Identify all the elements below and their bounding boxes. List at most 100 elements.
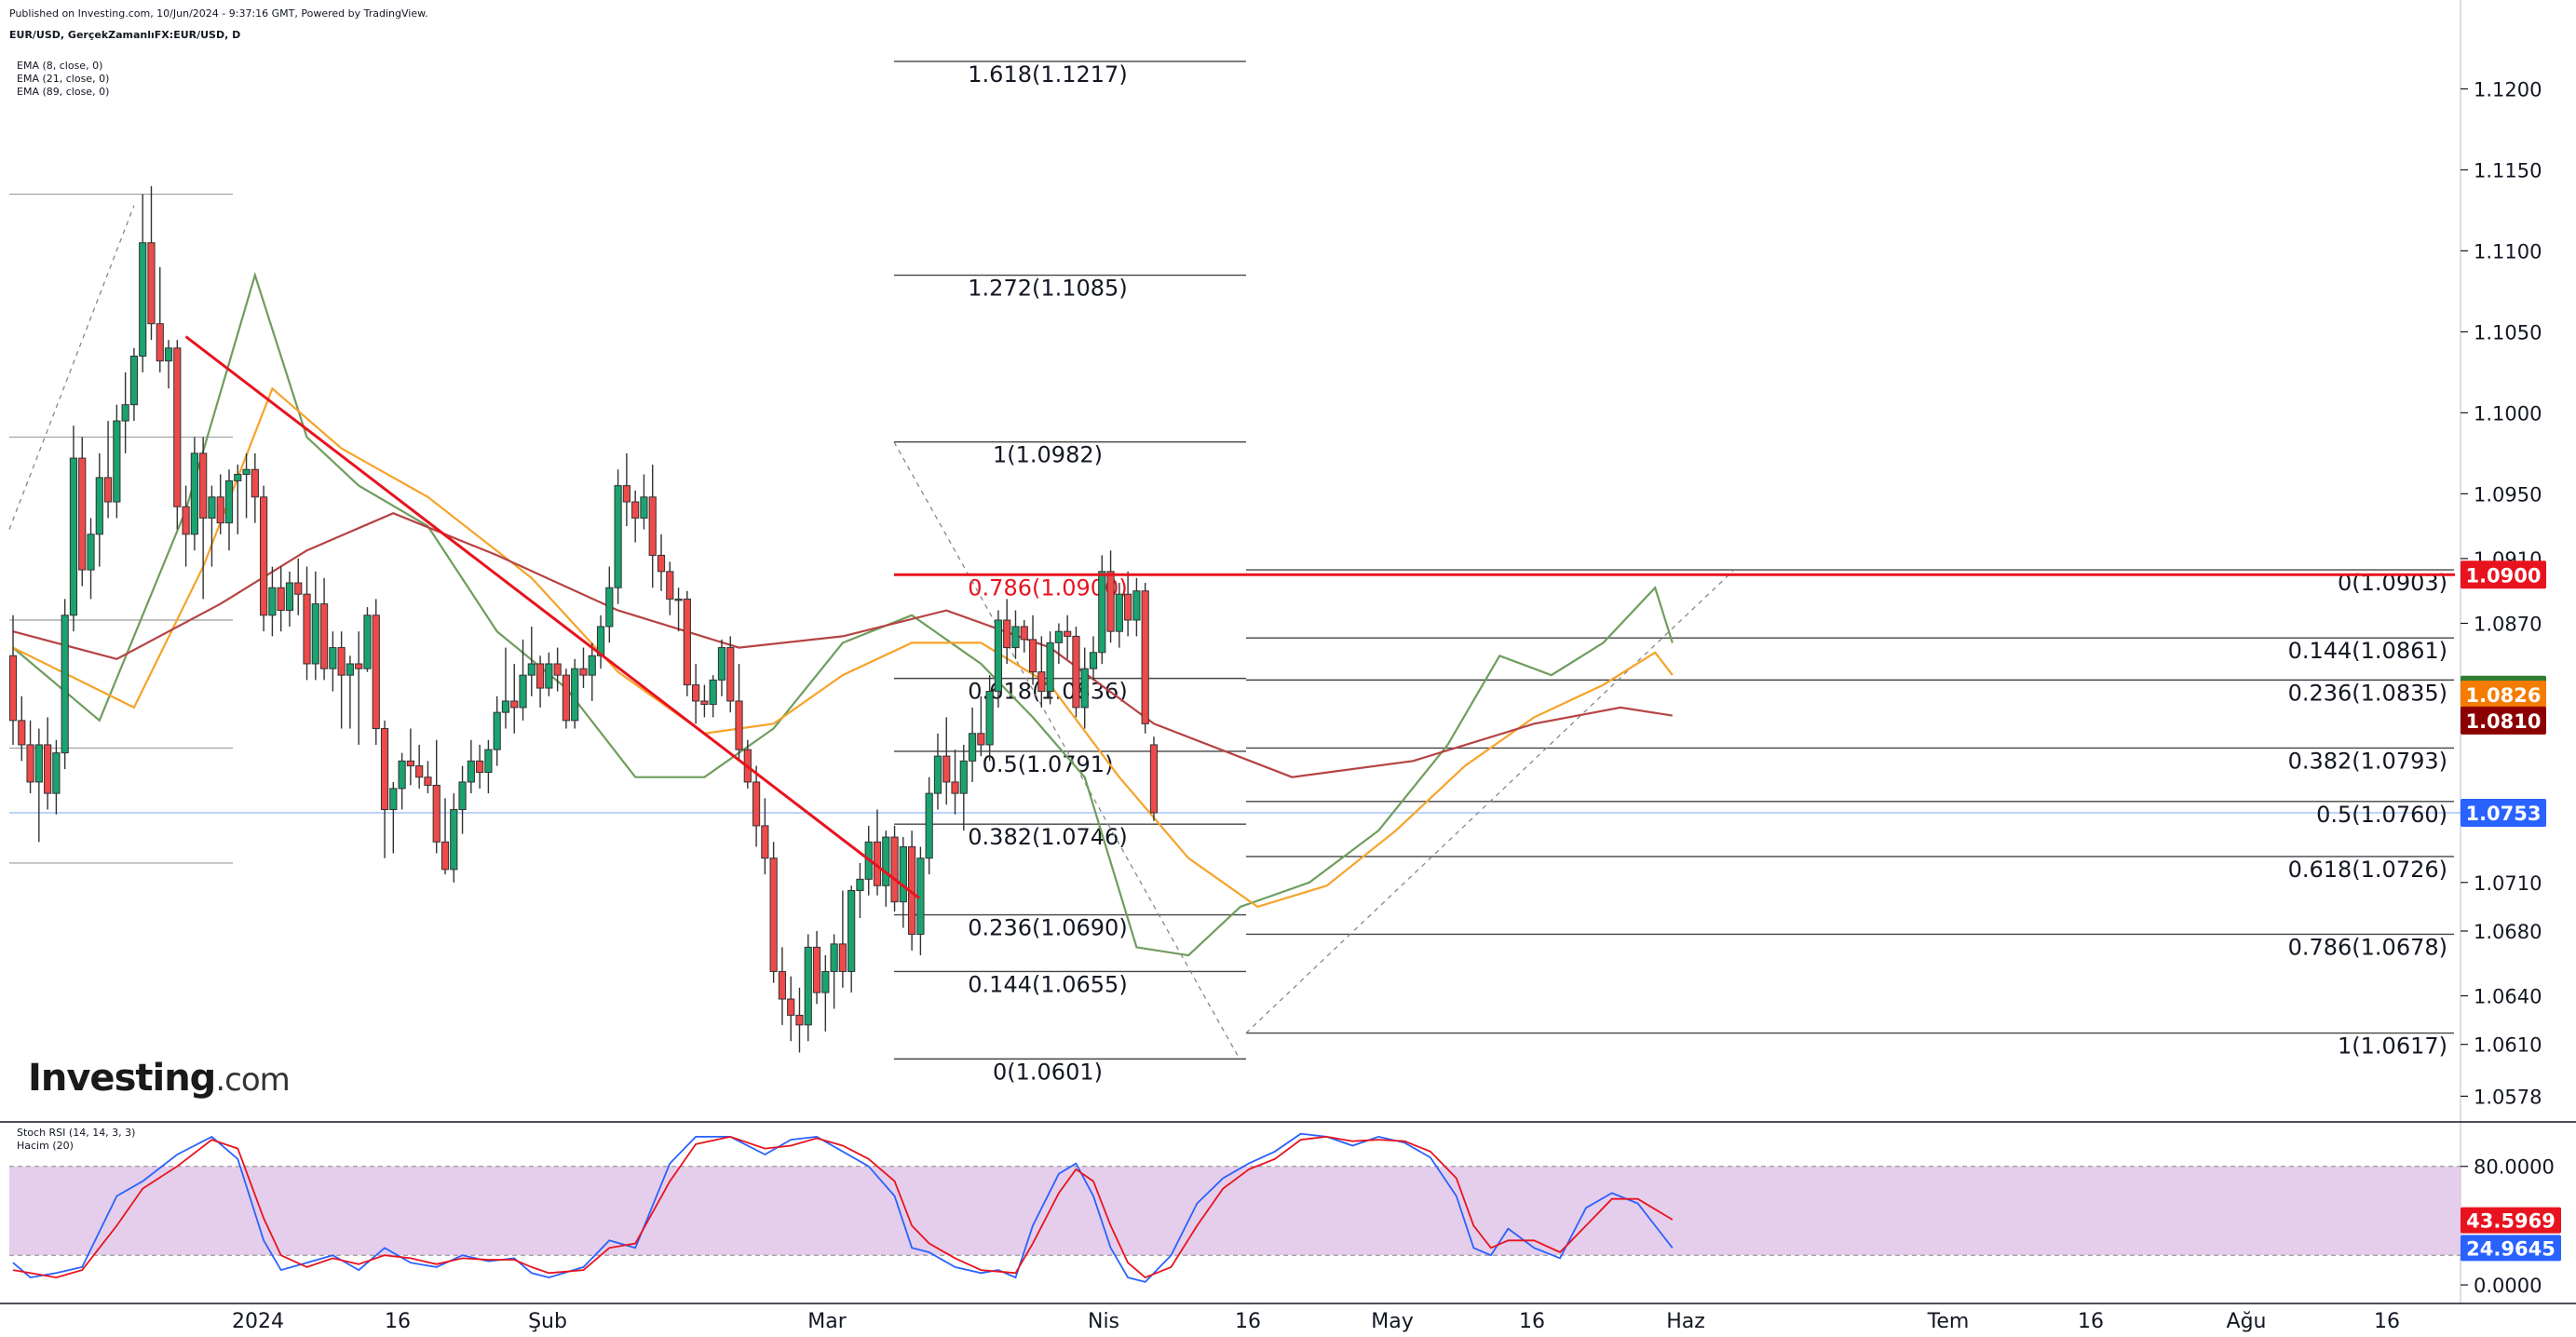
- candle-body: [1141, 590, 1149, 724]
- candle-body: [709, 679, 717, 705]
- candle-body: [752, 781, 761, 827]
- time-tick-label: Haz: [1666, 1310, 1705, 1333]
- logo-suffix: .com: [215, 1061, 290, 1099]
- candle-body: [1020, 626, 1028, 641]
- candle-body: [1098, 571, 1106, 654]
- candle-body: [87, 533, 95, 571]
- ema-lines: [12, 271, 1674, 957]
- candle-body: [977, 733, 985, 746]
- stoch-line: [12, 1135, 1674, 1279]
- candle-body: [536, 663, 545, 689]
- fib-b-level-label: 0.236(1.0835): [2288, 680, 2447, 706]
- candle-body: [830, 943, 838, 972]
- candle-body: [78, 457, 87, 571]
- chart-frame: [0, 0, 2576, 1304]
- time-tick-label: 16: [2078, 1310, 2104, 1333]
- candle-body: [415, 765, 424, 778]
- candle-body: [804, 946, 812, 1026]
- candle-body: [389, 788, 398, 811]
- candle-body: [1124, 593, 1132, 621]
- candle-body: [441, 841, 450, 871]
- candle-body: [1011, 626, 1020, 649]
- fib-left-connector: [8, 205, 135, 530]
- candle-body: [683, 598, 691, 686]
- candle-body: [657, 554, 666, 573]
- time-axis: 2024 16 Şub Mar Nis 16 May 16 Haz Tem 16 Ağu 16: [232, 1310, 2400, 1333]
- time-tick-label: Nis: [1088, 1310, 1119, 1333]
- candle-body: [95, 477, 103, 535]
- candle-body: [614, 485, 622, 588]
- candle-body: [795, 1014, 804, 1026]
- candle-body: [735, 700, 743, 750]
- candle-body: [640, 496, 648, 519]
- candle-body: [545, 663, 553, 689]
- time-tick-label: Şub: [528, 1310, 567, 1333]
- candle-body: [277, 587, 285, 612]
- candle-body: [319, 603, 329, 669]
- candle-body: [700, 700, 709, 705]
- candle-body: [173, 347, 182, 507]
- price-tick-label: 1.1100: [2474, 240, 2542, 263]
- price-axis: 1.1200 1.1150 1.1100 1.1050 1.1000 1.0950 1.09…: [2461, 78, 2546, 1108]
- price-tick-label: 1.1000: [2474, 402, 2542, 425]
- price-badge: [2461, 560, 2546, 589]
- price-tick-label: 1.0640: [2474, 986, 2542, 1008]
- stoch-badge-label: 24.9645: [2466, 1237, 2556, 1260]
- fibonacci-levels: 1.618(1.1217) 1.272(1.1085) 1(1.0982) 0.786…: [8, 61, 2454, 1085]
- candle-body: [372, 614, 380, 730]
- candle-body: [156, 323, 164, 362]
- candle-body: [294, 582, 303, 595]
- stoch-tick-label: 0.0000: [2474, 1275, 2542, 1297]
- fib-a-level-label: 0.5(1.0791): [983, 751, 1114, 777]
- published-caption: Published on Investing.com, 10/Jun/2024 …: [9, 7, 428, 20]
- candle-body: [562, 674, 571, 722]
- fib-b-level-label: 1(1.0617): [2338, 1033, 2447, 1060]
- candle-body: [458, 781, 467, 811]
- candle-body: [778, 970, 787, 1000]
- candle-body: [476, 760, 484, 774]
- drawing-overlays: [184, 335, 2455, 899]
- downtrend-line: [184, 335, 921, 899]
- candlesticks: [8, 185, 1159, 1053]
- time-tick-label: 16: [1519, 1310, 1545, 1333]
- candle-body: [406, 760, 414, 767]
- candle-body: [1072, 635, 1080, 709]
- fib-b-level-label: 0.786(1.0678): [2288, 934, 2447, 960]
- candle-body: [103, 477, 113, 503]
- ema-legend-21: EMA (21, close, 0): [17, 73, 110, 85]
- candle-body: [355, 663, 363, 669]
- candle-body: [847, 889, 856, 972]
- candle-body: [985, 691, 994, 746]
- candle-body: [519, 674, 527, 709]
- candle-body: [69, 457, 78, 616]
- candle-body: [510, 700, 519, 709]
- candle-body: [34, 744, 43, 783]
- logo-main: Investing: [28, 1057, 216, 1100]
- candle-body: [432, 784, 441, 843]
- candle-body: [303, 593, 311, 665]
- fib-a-level-label: 1(1.0982): [993, 442, 1103, 468]
- fib-b-level-label: 0.144(1.0861): [2288, 638, 2447, 664]
- candle-body: [579, 668, 588, 676]
- fib-b-level-label: 0.5(1.0760): [2316, 802, 2447, 828]
- time-tick-label: May: [1371, 1310, 1413, 1333]
- candle-body: [164, 347, 173, 362]
- price-badge-label: 1.0900: [2465, 564, 2541, 587]
- stoch-tick-label: 80.0000: [2474, 1156, 2555, 1179]
- candle-body: [199, 452, 208, 519]
- candle-body: [726, 647, 735, 702]
- candle-body: [121, 404, 129, 422]
- candle-body: [113, 420, 121, 503]
- candle-body: [18, 720, 26, 746]
- candle-body: [622, 485, 630, 503]
- candle-body: [692, 684, 700, 702]
- stoch-rsi-title: Stoch RSI (14, 14, 3, 3): [17, 1127, 136, 1139]
- candle-body: [337, 647, 346, 676]
- candle-body: [311, 603, 319, 665]
- candle-body: [260, 496, 268, 616]
- price-tick-label: 1.0710: [2474, 872, 2542, 895]
- ema-legend-89: EMA (89, close, 0): [17, 86, 110, 98]
- time-tick-label: Mar: [807, 1310, 847, 1333]
- candle-body: [1037, 671, 1046, 693]
- candle-body: [942, 755, 951, 783]
